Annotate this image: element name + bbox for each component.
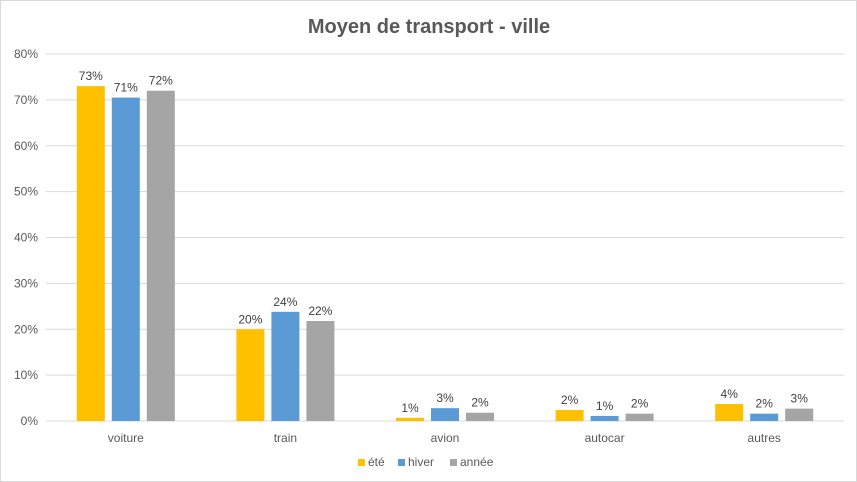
legend-swatch — [450, 459, 457, 466]
bar — [306, 320, 335, 421]
x-axis-categories: voiture train avion autocar autres — [108, 431, 781, 445]
data-label: 2% — [561, 393, 579, 407]
y-tick-label: 10% — [14, 368, 38, 382]
bar — [111, 97, 140, 422]
data-label: 2% — [756, 397, 774, 411]
bars — [76, 86, 814, 422]
gridlines — [46, 53, 844, 422]
bar — [625, 413, 654, 421]
bar — [146, 90, 175, 421]
data-label: 2% — [471, 396, 489, 410]
bar — [750, 413, 779, 421]
y-tick-label: 60% — [14, 139, 38, 153]
y-tick-label: 20% — [14, 322, 38, 336]
data-label: 20% — [238, 312, 262, 326]
chart-title: Moyen de transport - ville — [308, 16, 550, 38]
y-tick-label: 40% — [14, 231, 38, 245]
bar — [271, 311, 300, 421]
bar — [555, 409, 584, 421]
legend-swatch — [398, 459, 405, 466]
data-label: 3% — [436, 391, 454, 405]
data-label: 1% — [401, 401, 419, 415]
y-tick-label: 0% — [21, 414, 39, 428]
category-label: autres — [748, 431, 781, 445]
data-label: 24% — [273, 295, 297, 309]
bar — [431, 408, 459, 421]
data-label: 4% — [721, 387, 739, 401]
data-label: 71% — [114, 81, 138, 95]
category-label: train — [274, 431, 297, 445]
legend: été hiver année — [358, 455, 494, 469]
bar — [76, 86, 105, 422]
category-label: avion — [431, 431, 460, 445]
legend-label: été — [368, 455, 385, 469]
data-label: 3% — [791, 392, 809, 406]
data-label: 72% — [149, 74, 173, 88]
category-label: autocar — [585, 431, 625, 445]
legend-label: année — [460, 455, 494, 469]
bar — [396, 417, 424, 421]
y-tick-label: 80% — [14, 47, 38, 61]
y-axis-ticks: 0% 10% 20% 30% 40% 50% 60% 70% 80% — [14, 47, 38, 428]
y-tick-label: 50% — [14, 185, 38, 199]
data-label: 22% — [308, 304, 332, 318]
category-label: voiture — [108, 431, 144, 445]
data-labels: 73% 71% 72% 20% 24% 22% 1% 3% 2% 2% 1% 2% 4% 2% 3% — [79, 69, 808, 415]
bar — [785, 408, 814, 421]
y-tick-label: 30% — [14, 276, 38, 290]
data-label: 1% — [596, 399, 614, 413]
bar — [715, 404, 744, 421]
bar — [466, 412, 494, 421]
legend-swatch — [358, 459, 365, 466]
data-label: 73% — [79, 69, 103, 83]
bar — [590, 415, 619, 421]
data-label: 2% — [631, 397, 649, 411]
bar — [236, 329, 265, 421]
y-tick-label: 70% — [14, 93, 38, 107]
legend-label: hiver — [408, 455, 434, 469]
